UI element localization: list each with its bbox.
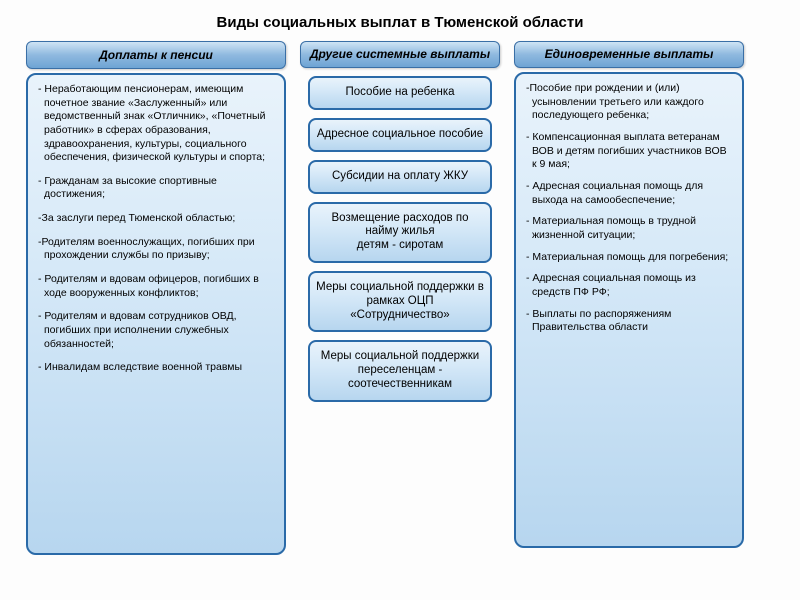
mid-box: Возмещение расходов по найму жильядетям … xyxy=(308,202,492,263)
columns-container: Доплаты к пенсии - Неработающим пенсионе… xyxy=(0,41,800,555)
header-other: Другие системные выплаты xyxy=(300,41,500,68)
list-item: -За заслуги перед Тюменской областью; xyxy=(38,212,274,226)
column-onetime: Единовременные выплаты -Пособие при рожд… xyxy=(514,41,744,555)
mid-box: Меры социальной поддержки переселенцам -… xyxy=(308,340,492,401)
panel-pension: - Неработающим пенсионерам, имеющим поче… xyxy=(26,73,286,555)
header-pension: Доплаты к пенсии xyxy=(26,41,286,69)
pension-list: - Неработающим пенсионерам, имеющим поче… xyxy=(38,83,274,375)
header-onetime: Единовременные выплаты xyxy=(514,41,744,68)
list-item: - Родителям и вдовам офицеров, погибших … xyxy=(38,273,274,300)
list-item: - Выплаты по распоряжениям Правительства… xyxy=(526,308,732,335)
page-title: Виды социальных выплат в Тюменской облас… xyxy=(0,0,800,41)
mid-box: Меры социальной поддержки в рамках ОЦП «… xyxy=(308,271,492,332)
column-other: Другие системные выплаты Пособие на ребе… xyxy=(300,41,500,555)
other-boxes: Пособие на ребенка Адресное социальное п… xyxy=(300,68,500,402)
column-pension: Доплаты к пенсии - Неработающим пенсионе… xyxy=(26,41,286,555)
list-item: - Материальная помощь для погребения; xyxy=(526,251,732,265)
mid-box: Адресное социальное пособие xyxy=(308,118,492,152)
list-item: - Неработающим пенсионерам, имеющим поче… xyxy=(38,83,274,165)
mid-box: Пособие на ребенка xyxy=(308,76,492,110)
list-item: - Материальная помощь в трудной жизненно… xyxy=(526,215,732,242)
list-item: -Пособие при рождении и (или) усыновлени… xyxy=(526,82,732,123)
list-item: - Адресная социальная помощь для выхода … xyxy=(526,180,732,207)
mid-box: Субсидии на оплату ЖКУ xyxy=(308,160,492,194)
list-item: - Гражданам за высокие спортивные достиж… xyxy=(38,175,274,202)
list-item: - Родителям и вдовам сотрудников ОВД, по… xyxy=(38,310,274,351)
list-item: - Инвалидам вследствие военной травмы xyxy=(38,361,274,375)
list-item: - Компенсационная выплата ветеранам ВОВ … xyxy=(526,131,732,172)
list-item: - Адресная социальная помощь из средств … xyxy=(526,272,732,299)
list-item: -Родителям военнослужащих, погибших при … xyxy=(38,236,274,263)
onetime-list: -Пособие при рождении и (или) усыновлени… xyxy=(526,82,732,335)
panel-onetime: -Пособие при рождении и (или) усыновлени… xyxy=(514,72,744,548)
